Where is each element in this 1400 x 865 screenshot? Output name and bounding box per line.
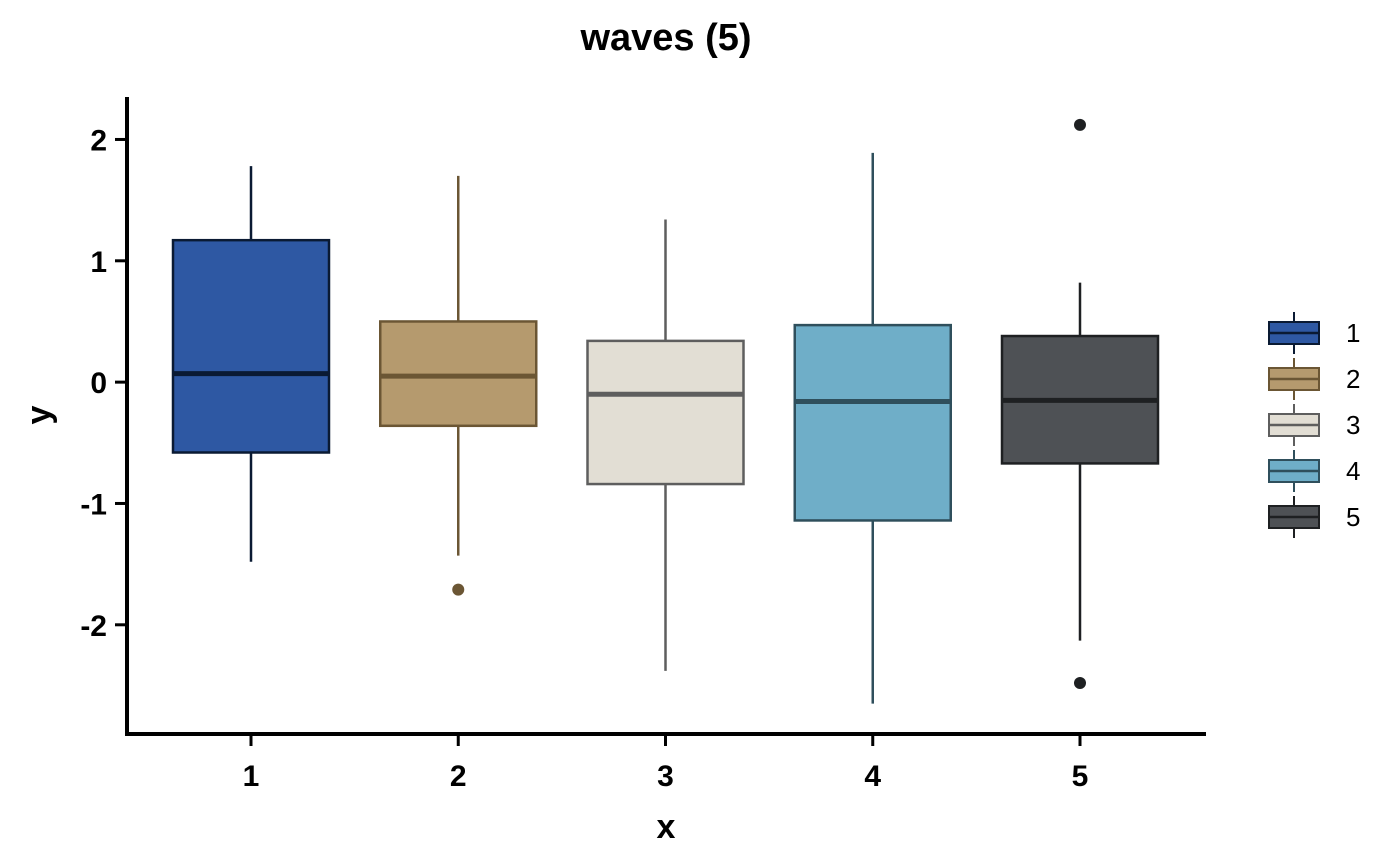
legend-item-2: 2: [1268, 358, 1360, 400]
box-group-3: [586, 219, 745, 671]
y-axis-title: y: [20, 405, 58, 424]
legend-label: 3: [1346, 410, 1360, 440]
axes: 2 1 0 -1 -2 1 2 3 4 5: [80, 97, 1206, 793]
x-tick-label: 1: [243, 760, 260, 793]
legend-item-1: 1: [1268, 312, 1360, 354]
x-axis-title: x: [657, 808, 676, 846]
box: [171, 238, 331, 454]
legend-item-3: 3: [1268, 404, 1360, 446]
x-tick-label: 2: [450, 760, 467, 793]
legend: 1 2 3 4 5: [1268, 312, 1360, 538]
legend-label: 2: [1346, 364, 1360, 394]
y-tick-label: -2: [80, 610, 107, 643]
box-group-5: [1000, 118, 1160, 690]
legend-label: 5: [1346, 502, 1360, 532]
y-tick-label: -1: [80, 488, 107, 521]
box-group-2: [379, 175, 538, 596]
chart-title: waves (5): [579, 17, 751, 59]
box: [586, 339, 745, 486]
x-tick-label: 5: [1072, 760, 1089, 793]
boxes: [171, 118, 1160, 704]
legend-label: 4: [1346, 456, 1360, 486]
legend-item-4: 4: [1268, 450, 1360, 492]
x-tick-label: 4: [864, 760, 881, 793]
box: [793, 323, 952, 522]
outlier-point: [1074, 118, 1086, 131]
outlier-point: [452, 583, 465, 596]
legend-label: 1: [1346, 318, 1360, 348]
box-group-1: [171, 166, 331, 562]
x-tick-label: 3: [657, 760, 674, 793]
y-tick-label: 2: [90, 124, 107, 157]
outlier-point: [1074, 677, 1086, 690]
y-tick-label: 0: [90, 367, 107, 400]
y-tick-label: 1: [90, 246, 107, 279]
box-group-4: [793, 152, 952, 704]
legend-item-5: 5: [1268, 496, 1360, 538]
